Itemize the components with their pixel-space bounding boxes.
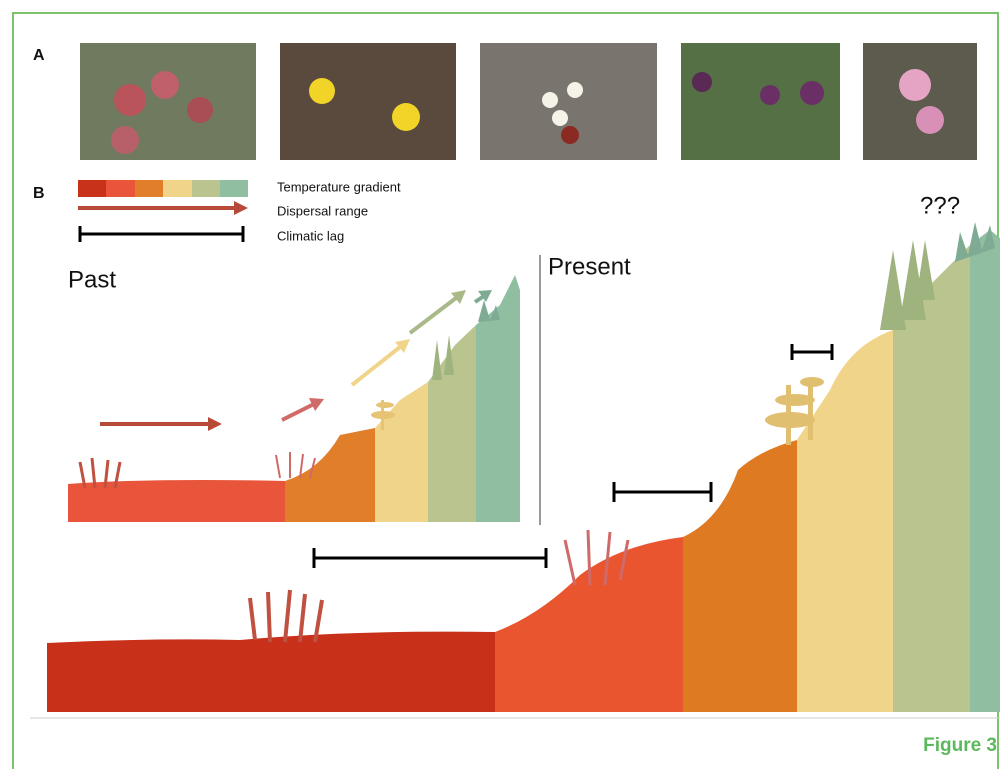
panel-label: B: [33, 185, 45, 202]
photos: [80, 43, 977, 160]
past-landscape: [68, 275, 520, 522]
legend-label: Temperature gradient: [277, 179, 401, 194]
scene-label: Present: [548, 253, 631, 280]
panel-label: A: [33, 47, 45, 64]
legend-label: Climatic lag: [277, 228, 344, 243]
present-landscape: [47, 222, 1000, 712]
legend-label: Dispersal range: [277, 203, 368, 218]
scene-label: Past: [68, 266, 116, 293]
unknown-label: ???: [920, 192, 960, 219]
figure-label: Figure 3: [923, 735, 997, 756]
legend-swatches: [78, 180, 248, 242]
